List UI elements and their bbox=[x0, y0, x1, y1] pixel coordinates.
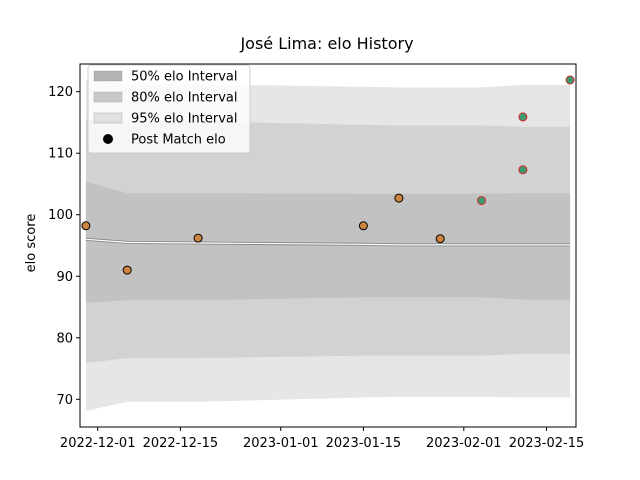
legend-swatch-2 bbox=[93, 112, 123, 124]
plot-area bbox=[81, 75, 575, 412]
x-tick-label-2023-01-15: 2023-01-15 bbox=[326, 436, 402, 451]
post-match-point-4 bbox=[394, 193, 404, 203]
post-match-point-5 bbox=[435, 234, 445, 244]
chart-title: José Lima: elo History bbox=[239, 34, 413, 53]
axes: 70 80 90 100 110 120 2022-12-01 2022-12-15 2023-… bbox=[48, 63, 585, 451]
x-tick-label-2023-02-15: 2023-02-15 bbox=[509, 436, 585, 451]
post-match-point-0 bbox=[81, 221, 91, 231]
x-tick-label-2022-12-01: 2022-12-01 bbox=[60, 436, 136, 451]
legend: 50% elo Interval 80% elo Interval 95% elo … bbox=[87, 64, 251, 154]
legend-swatch-1 bbox=[93, 91, 123, 103]
post-match-point-6 bbox=[477, 196, 486, 206]
y-tick-label-90: 90 bbox=[56, 270, 73, 285]
axes-frame bbox=[79, 63, 577, 428]
y-axis-label: elo score bbox=[24, 214, 39, 273]
post-match-point-9 bbox=[565, 75, 575, 85]
post-match-point-2 bbox=[193, 233, 203, 243]
x-tick-label-2023-01-01: 2023-01-01 bbox=[243, 436, 319, 451]
x-tick-label-2023-02-01: 2023-02-01 bbox=[426, 436, 502, 451]
y-tick-label-80: 80 bbox=[56, 331, 73, 346]
y-tick-label-70: 70 bbox=[56, 393, 73, 408]
legend-box bbox=[87, 64, 251, 154]
legend-label-1: 80% elo Interval bbox=[131, 91, 238, 106]
legend-label-3: Post Match elo bbox=[131, 133, 226, 148]
post-match-point-1 bbox=[122, 265, 132, 275]
y-tick-label-110: 110 bbox=[48, 147, 73, 162]
post-match-point-3 bbox=[358, 221, 368, 231]
post-match-point-7 bbox=[518, 165, 528, 175]
mean-elo-line bbox=[85, 238, 571, 246]
legend-marker-post-match bbox=[103, 134, 113, 144]
band-80-interval bbox=[85, 119, 571, 364]
legend-swatch-0 bbox=[93, 70, 123, 82]
y-tick-label-100: 100 bbox=[48, 208, 73, 223]
legend-label-2: 95% elo Interval bbox=[131, 112, 238, 127]
legend-label-0: 50% elo Interval bbox=[131, 70, 238, 85]
y-tick-label-120: 120 bbox=[48, 85, 73, 100]
band-50-interval bbox=[85, 181, 571, 303]
x-tick-label-2022-12-15: 2022-12-15 bbox=[143, 436, 219, 451]
post-match-point-8 bbox=[518, 112, 528, 122]
